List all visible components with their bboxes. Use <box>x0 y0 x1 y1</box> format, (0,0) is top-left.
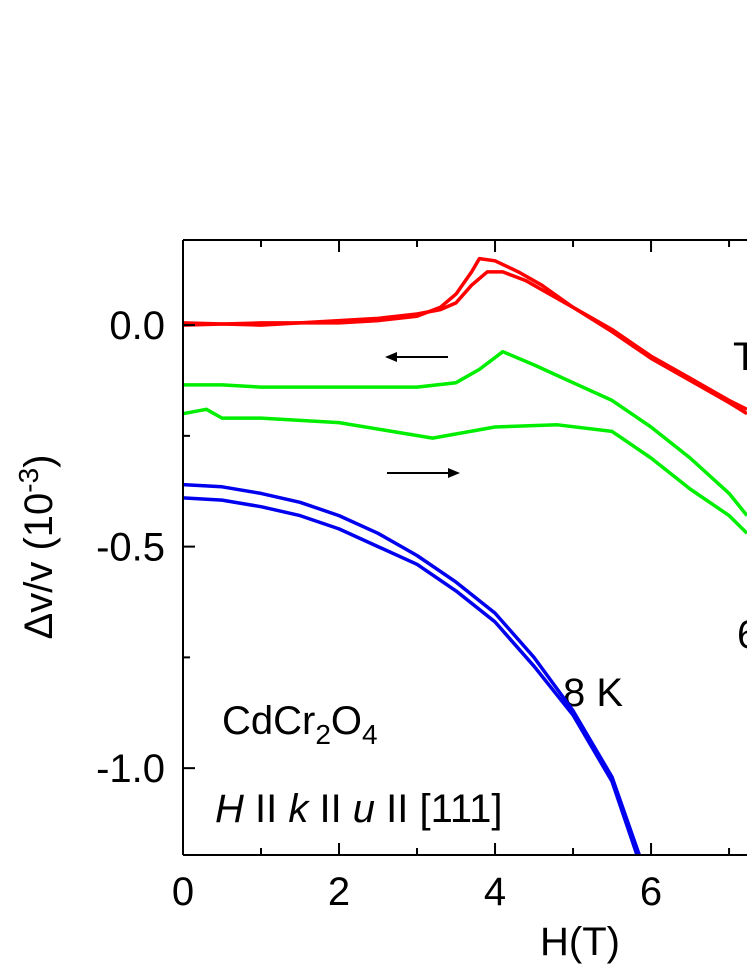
data-line <box>182 496 639 856</box>
x-tick-label: 2 <box>328 870 350 914</box>
x-tick-label: 6 <box>640 870 662 914</box>
cut-label: T <box>733 335 747 379</box>
data-line <box>182 482 641 856</box>
sample-label: CdCr2O4 <box>222 699 378 750</box>
text-part: CdCr <box>222 699 315 743</box>
subscript: 2 <box>315 719 331 750</box>
x-tick-label: 0 <box>172 870 194 914</box>
x-tick-label: 4 <box>484 870 506 914</box>
cut-label: 6 <box>737 613 747 657</box>
text-part: u <box>353 787 375 831</box>
text-part: H <box>215 787 244 831</box>
data-line <box>182 256 747 411</box>
direction-label: H II k II u II [111] <box>215 787 503 831</box>
text-part: ) <box>17 455 61 468</box>
y-tick-label: -1.0 <box>96 747 165 791</box>
y-tick-label: -0.5 <box>96 526 165 570</box>
superscript: -3 <box>13 468 44 493</box>
text-part: II <box>244 787 288 831</box>
text-part: k <box>288 787 310 831</box>
x-axis-label: H(T) <box>540 920 620 964</box>
y-tick-label: 0.0 <box>109 304 165 348</box>
temperature-label: 8 K <box>563 671 623 715</box>
y-axis-label: Δv/v (10-3) <box>13 455 61 640</box>
subscript: 4 <box>362 719 378 750</box>
text-part: II [111] <box>375 787 502 831</box>
data-line <box>182 270 747 416</box>
arrow-head <box>448 468 460 478</box>
arrow-head <box>385 352 397 362</box>
text-part: Δv/v (10 <box>17 493 61 640</box>
text-part: II <box>308 787 352 831</box>
text-part: O <box>331 699 362 743</box>
data-line <box>183 349 747 517</box>
data-line <box>182 407 747 535</box>
